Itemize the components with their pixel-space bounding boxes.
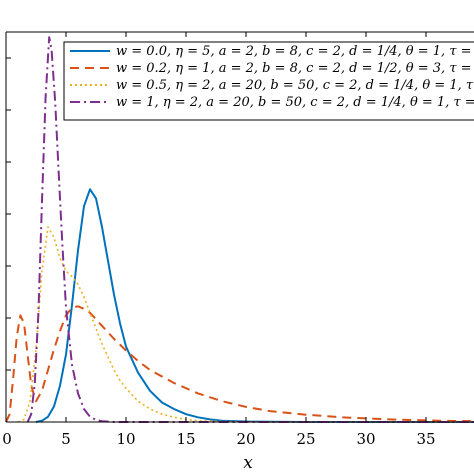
x-tick-label-10: 10 bbox=[116, 430, 135, 448]
legend-label-2: w = 0.2, η = 1, a = 2, b = 8, c = 2, d =… bbox=[116, 61, 474, 76]
legend-label-3: w = 0.5, η = 2, a = 20, b = 50, c = 2, d… bbox=[116, 78, 474, 93]
series-line-3 bbox=[17, 226, 474, 423]
series-line-1 bbox=[35, 188, 474, 423]
x-tick-label-25: 25 bbox=[296, 430, 315, 448]
legend-box bbox=[63, 41, 474, 121]
legend-label-1: w = 0.0, η = 5, a = 2, b = 8, c = 2, d =… bbox=[116, 44, 474, 59]
series-line-4 bbox=[26, 36, 474, 423]
x-tick-label-5: 5 bbox=[61, 430, 71, 448]
plot-lines bbox=[5, 36, 474, 423]
x-ticks: 0 5 10 15 20 25 30 35 bbox=[2, 32, 436, 448]
y-ticks bbox=[6, 57, 11, 371]
x-tick-label-0: 0 bbox=[2, 430, 12, 448]
axes bbox=[5, 31, 474, 423]
legend-label-4: w = 1, η = 2, a = 20, b = 50, c = 2, d =… bbox=[116, 95, 474, 110]
legend: w = 0.0, η = 5, a = 2, b = 8, c = 2, d =… bbox=[63, 41, 474, 121]
x-tick-label-30: 30 bbox=[356, 430, 375, 448]
x-tick-label-20: 20 bbox=[236, 430, 255, 448]
x-tick-label-35: 35 bbox=[416, 430, 435, 448]
x-axis-label: x bbox=[243, 453, 253, 473]
legend-entries: w = 0.0, η = 5, a = 2, b = 8, c = 2, d =… bbox=[70, 44, 474, 110]
x-tick-label-15: 15 bbox=[176, 430, 195, 448]
series-line-2 bbox=[5, 305, 474, 423]
